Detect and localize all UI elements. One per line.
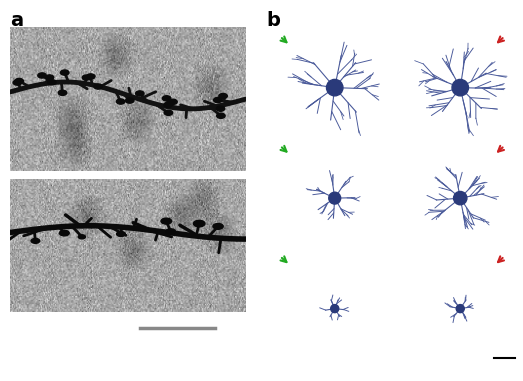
Circle shape [87,74,95,79]
Text: b: b [267,11,281,30]
Circle shape [82,75,90,80]
Circle shape [452,79,469,96]
Circle shape [329,192,340,204]
Circle shape [117,232,126,237]
Circle shape [256,238,264,242]
Circle shape [453,192,467,205]
Circle shape [31,239,40,243]
Circle shape [169,99,177,104]
Circle shape [58,90,67,95]
Circle shape [15,78,24,83]
Circle shape [48,80,56,85]
Circle shape [13,80,21,85]
Circle shape [61,70,69,75]
Circle shape [456,304,464,313]
Circle shape [217,113,225,118]
Circle shape [135,91,144,96]
Circle shape [219,93,228,99]
Circle shape [162,96,171,101]
Circle shape [164,110,173,115]
Circle shape [60,230,69,236]
Circle shape [45,75,54,80]
Circle shape [94,84,103,89]
Circle shape [166,229,175,234]
Circle shape [117,99,125,104]
Circle shape [326,79,343,96]
Circle shape [161,218,172,224]
Circle shape [213,224,223,229]
Circle shape [331,304,339,313]
Circle shape [216,106,225,111]
Circle shape [213,98,222,102]
Circle shape [78,235,85,239]
Circle shape [194,220,205,227]
Text: a: a [10,11,24,30]
Circle shape [38,73,46,78]
Circle shape [126,98,134,103]
Circle shape [164,102,173,107]
